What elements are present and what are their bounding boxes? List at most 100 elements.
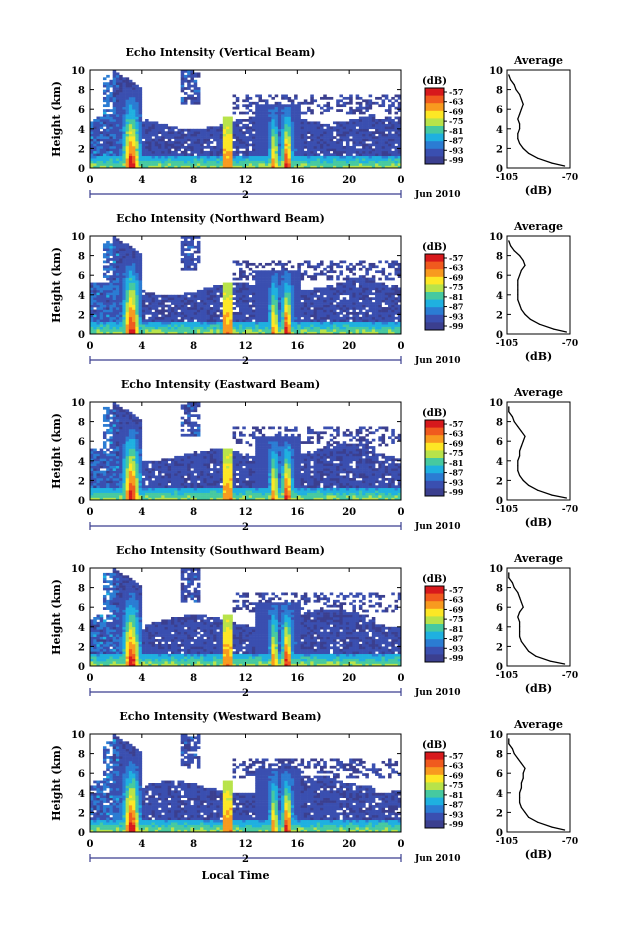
echo-cell [112, 324, 117, 327]
echo-cell [362, 307, 366, 310]
echo-cell [332, 165, 337, 169]
echo-cell [255, 272, 259, 276]
echo-cell [128, 150, 133, 154]
echo-cell [99, 304, 104, 308]
echo-cell [355, 302, 360, 305]
echo-cell [90, 285, 94, 288]
echo-cell [362, 143, 366, 147]
echo-cell [342, 150, 347, 154]
echo-cell [109, 460, 113, 464]
echo-cell [388, 123, 392, 127]
echo-cell [258, 307, 262, 310]
echo-cell [264, 275, 269, 278]
echo-cell [368, 302, 373, 305]
echo-cell [310, 145, 314, 149]
echo-cell [112, 463, 117, 466]
echo-cell [320, 309, 324, 313]
echo-cell [329, 96, 334, 100]
echo-cell [303, 133, 308, 137]
echo-cell [313, 163, 318, 166]
echo-cell [274, 294, 279, 298]
echo-cell [307, 101, 311, 105]
echo-cell [307, 143, 311, 147]
echo-cell [115, 299, 120, 303]
echo-cell [122, 77, 126, 81]
echo-cell [239, 160, 243, 164]
echo-cell [106, 136, 110, 139]
echo-cell [251, 116, 256, 120]
echo-cell [264, 160, 269, 164]
echo-cell [90, 292, 94, 296]
echo-cell [148, 148, 152, 152]
echo-cell [378, 158, 382, 161]
echo-cell [161, 299, 165, 303]
echo-cell [388, 116, 392, 120]
echo-cell [245, 123, 250, 127]
echo-cell [219, 163, 224, 166]
echo-cell [193, 148, 198, 152]
echo-cell [125, 255, 130, 259]
echo-cell [183, 163, 188, 166]
echo-cell [106, 128, 110, 132]
echo-cell [284, 160, 288, 164]
echo-cell [258, 163, 262, 166]
echo-cell [122, 255, 126, 259]
echo-cell [294, 104, 298, 108]
echo-cell [235, 96, 240, 100]
average-profile-point [510, 79, 512, 81]
echo-cell [135, 121, 139, 125]
x-tick-label: 8 [190, 175, 197, 186]
echo-cell [109, 158, 113, 161]
echo-cell [358, 285, 363, 288]
echo-cell [329, 329, 334, 332]
echo-cell [122, 316, 126, 320]
echo-cell [122, 116, 126, 120]
echo-cell [381, 136, 386, 139]
echo-cell [219, 131, 224, 134]
echo-cell [355, 150, 360, 154]
echo-cell [180, 294, 185, 298]
echo-cell [274, 287, 279, 291]
echo-cell [294, 319, 298, 323]
echo-cell [300, 309, 305, 313]
colorbar-tick-label: -75 [449, 116, 463, 126]
echo-cell [245, 94, 250, 98]
echo-cell [213, 299, 217, 303]
echo-cell [362, 155, 366, 159]
echo-cell [284, 94, 288, 98]
echo-cell [326, 126, 331, 130]
echo-cell [365, 99, 369, 103]
echo-cell [371, 121, 376, 125]
echo-cell [190, 324, 194, 327]
echo-cell [290, 111, 295, 115]
echo-cell [339, 316, 343, 320]
echo-cell [119, 79, 123, 83]
echo-cell [397, 324, 402, 327]
echo-cell [213, 136, 217, 139]
echo-cell [99, 485, 104, 489]
echo-cell [274, 114, 279, 117]
echo-cell [109, 446, 113, 449]
echo-cell [352, 121, 356, 125]
echo-cell [397, 287, 402, 291]
echo-cell [281, 294, 285, 298]
echo-cell [316, 299, 321, 303]
echo-cell [122, 123, 126, 127]
echo-cell [112, 77, 117, 81]
echo-cell [109, 109, 113, 112]
echo-cell [391, 309, 395, 313]
echo-cell [362, 138, 366, 142]
echo-cell [216, 314, 220, 318]
echo-cell [112, 109, 117, 112]
x-tick-label: 0 [87, 175, 94, 186]
echo-cell [193, 297, 198, 300]
echo-cell [187, 79, 191, 83]
echo-cell [90, 307, 94, 310]
echo-cell [329, 287, 334, 291]
echo-cell [336, 131, 340, 134]
echo-cell [264, 101, 269, 105]
echo-cell [200, 292, 204, 296]
echo-cell [261, 299, 266, 303]
x-tick-label: 20 [342, 341, 356, 352]
echo-cell [239, 136, 243, 139]
